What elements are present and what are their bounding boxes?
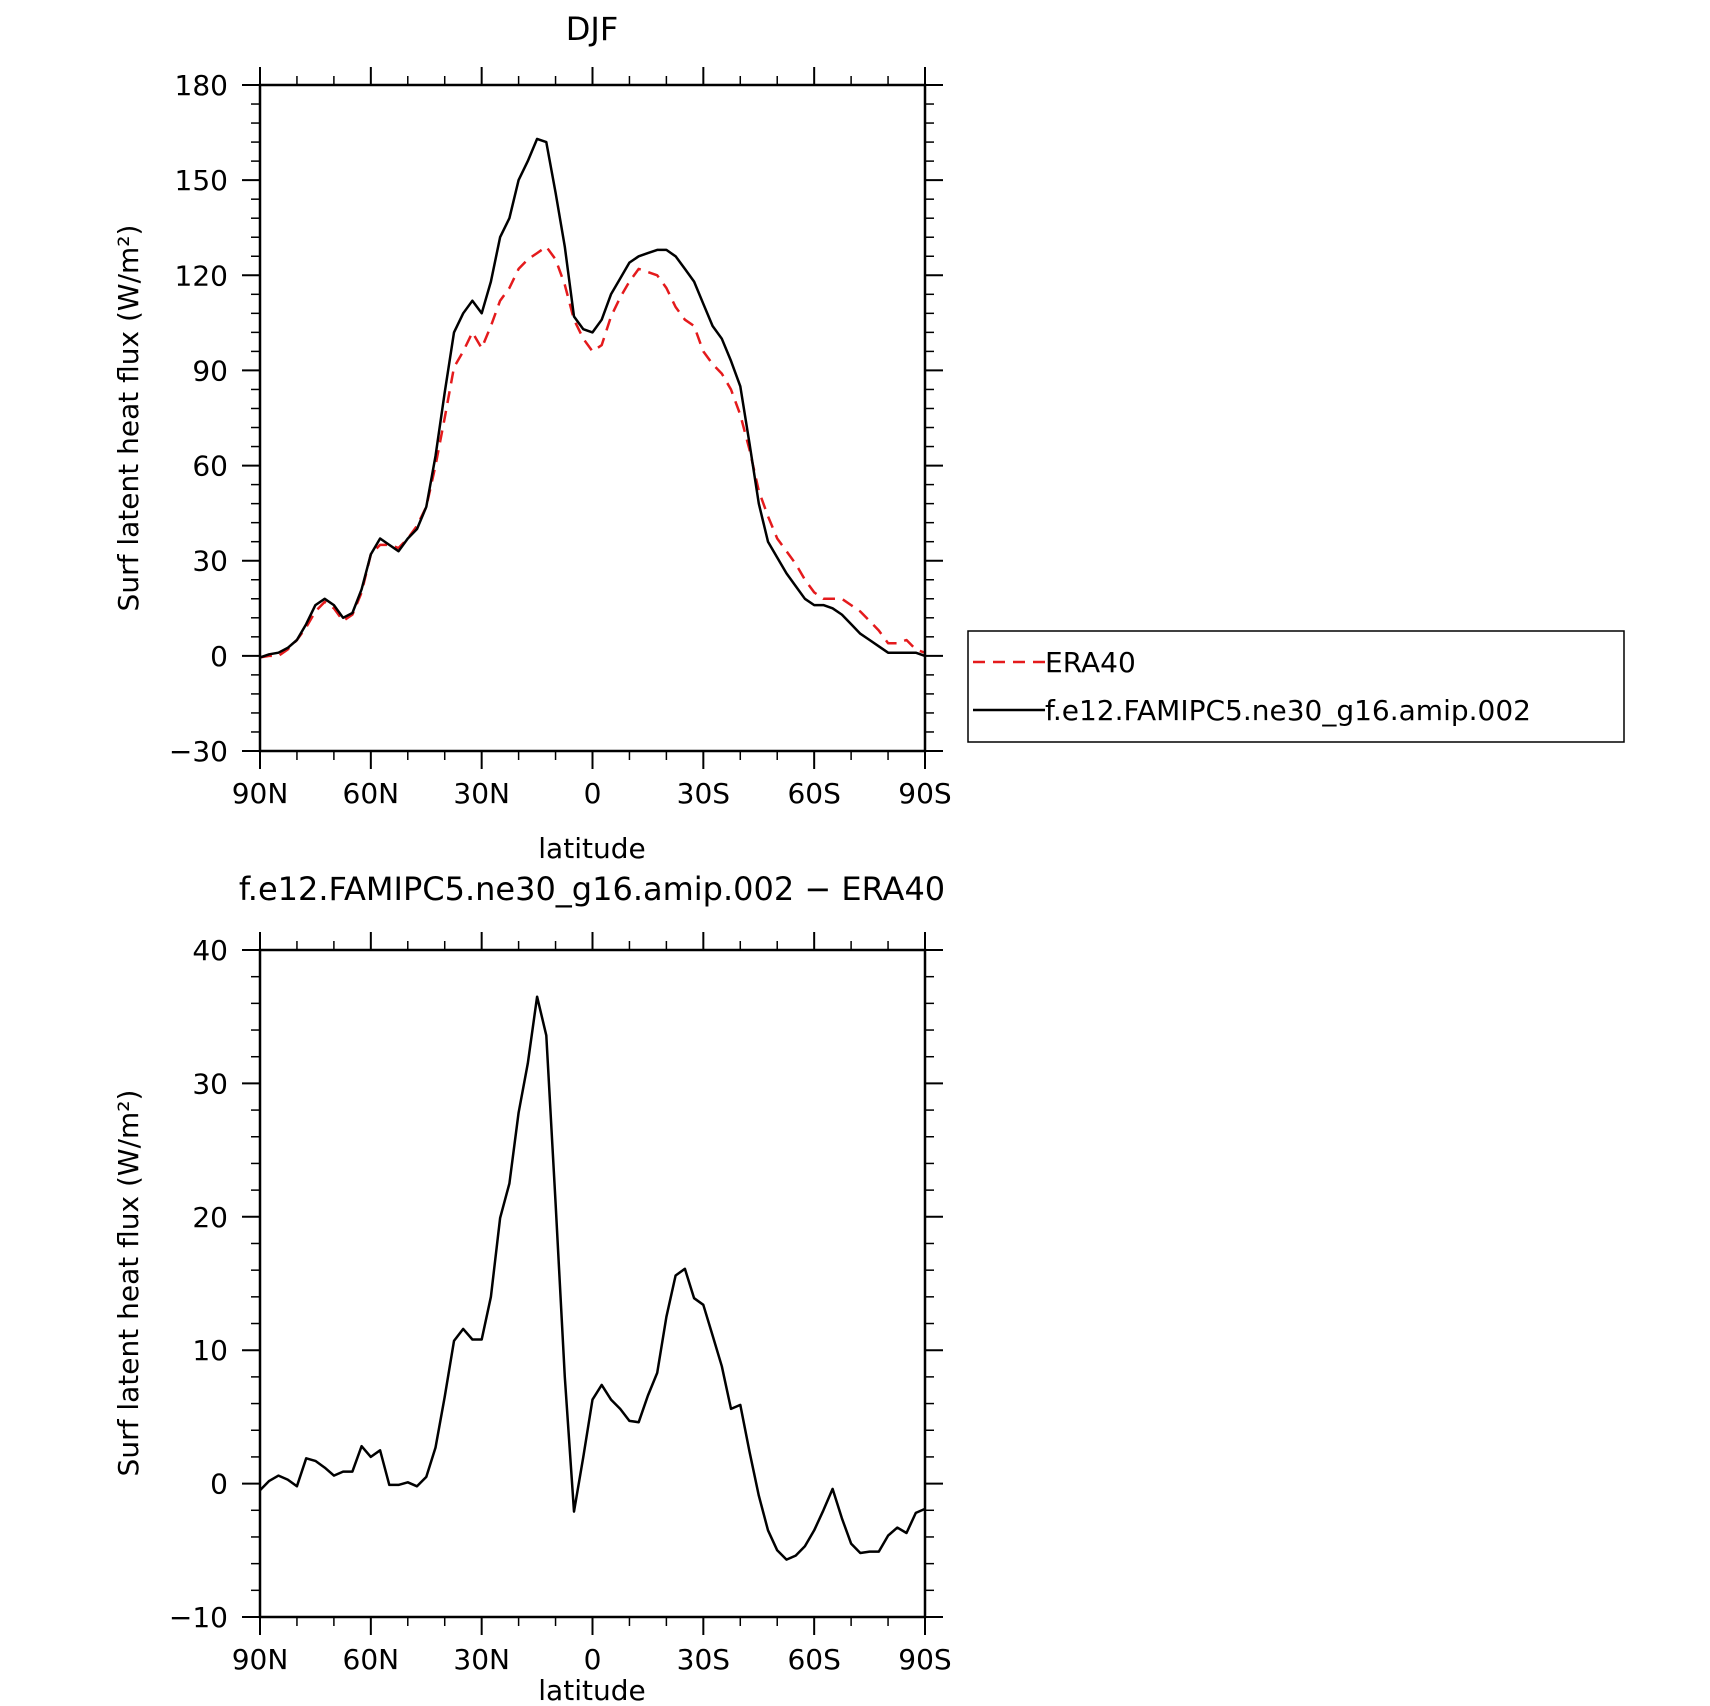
bottom-y-axis-title: Surf latent heat flux (W/m²) <box>112 1090 145 1477</box>
legend: ERA40 f.e12.FAMIPC5.ne30_g16.amip.002 <box>967 630 1625 743</box>
bottom-ytick-label: 0 <box>210 1468 228 1501</box>
top-series-line-1 <box>259 137 926 659</box>
bottom-plot-frame <box>258 948 927 1619</box>
top-xtick-label: 60S <box>787 777 840 810</box>
bottom-xtick-label: 90S <box>898 1643 951 1676</box>
top-y-tick-labels: −30 0 30 60 90 120 150 180 <box>169 69 228 768</box>
top-panel-title: DJF <box>566 10 618 48</box>
top-ytick-label: 60 <box>192 450 228 483</box>
top-xtick-label: 90S <box>898 777 951 810</box>
bottom-xtick-label: 30N <box>453 1643 510 1676</box>
bottom-xtick-label: 0 <box>584 1643 602 1676</box>
bottom-ytick-label: 20 <box>192 1201 228 1234</box>
legend-box <box>967 630 1625 743</box>
legend-label-model: f.e12.FAMIPC5.ne30_g16.amip.002 <box>1045 694 1531 727</box>
bottom-series-lines <box>259 995 926 1561</box>
bottom-ytick-label: −10 <box>169 1601 228 1634</box>
bottom-ytick-label: 40 <box>192 934 228 967</box>
top-xtick-label: 30N <box>453 777 510 810</box>
top-xtick-label: 60N <box>343 777 400 810</box>
bottom-panel-title: f.e12.FAMIPC5.ne30_g16.amip.002 − ERA40 <box>239 870 945 908</box>
bottom-axis-ticks <box>242 932 943 1635</box>
bottom-xtick-label: 90N <box>232 1643 289 1676</box>
top-xtick-label: 0 <box>584 777 602 810</box>
top-ytick-label: 90 <box>192 354 228 387</box>
top-ytick-label: 0 <box>210 640 228 673</box>
bottom-y-tick-labels: −10 0 10 20 30 40 <box>169 934 228 1634</box>
top-axis-ticks <box>242 67 943 769</box>
bottom-x-tick-labels: 90N 60N 30N 0 30S 60S 90S <box>232 1643 952 1676</box>
top-series-lines <box>259 137 926 659</box>
top-plot-frame <box>258 83 927 753</box>
top-x-axis-title: latitude <box>538 832 645 865</box>
top-y-axis-title: Surf latent heat flux (W/m²) <box>112 225 145 612</box>
top-ytick-label: 150 <box>175 164 228 197</box>
bottom-xtick-label: 60S <box>787 1643 840 1676</box>
top-xtick-label: 30S <box>677 777 730 810</box>
bottom-ytick-label: 10 <box>192 1334 228 1367</box>
bottom-x-axis-title: latitude <box>538 1674 645 1706</box>
top-xtick-label: 90N <box>232 777 289 810</box>
top-x-tick-labels: 90N 60N 30N 0 30S 60S 90S <box>232 777 952 810</box>
top-ytick-label: 120 <box>175 259 228 292</box>
top-panel: DJF −30 0 30 60 90 120 150 180 90N 60N 30N 0 30S 60S… <box>112 10 952 865</box>
bottom-xtick-label: 60N <box>343 1643 400 1676</box>
legend-label-era40: ERA40 <box>1045 646 1136 679</box>
bottom-xtick-label: 30S <box>677 1643 730 1676</box>
bottom-series-line-0 <box>259 995 926 1561</box>
top-ytick-label: 30 <box>192 545 228 578</box>
top-ytick-label: −30 <box>169 735 228 768</box>
bottom-panel: f.e12.FAMIPC5.ne30_g16.amip.002 − ERA40 … <box>112 870 952 1706</box>
top-ytick-label: 180 <box>175 69 228 102</box>
bottom-ytick-label: 30 <box>192 1067 228 1100</box>
